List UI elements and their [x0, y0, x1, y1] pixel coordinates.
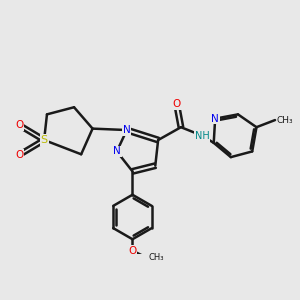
Text: NH: NH	[195, 131, 210, 141]
Text: CH₃: CH₃	[148, 253, 164, 262]
Text: O: O	[15, 150, 23, 160]
Text: O: O	[15, 120, 23, 130]
Text: O: O	[128, 246, 136, 256]
Text: CH₃: CH₃	[276, 116, 293, 124]
Text: S: S	[40, 135, 48, 145]
Text: N: N	[211, 114, 219, 124]
Text: N: N	[123, 125, 131, 135]
Text: N: N	[113, 146, 121, 156]
Text: O: O	[172, 99, 181, 110]
